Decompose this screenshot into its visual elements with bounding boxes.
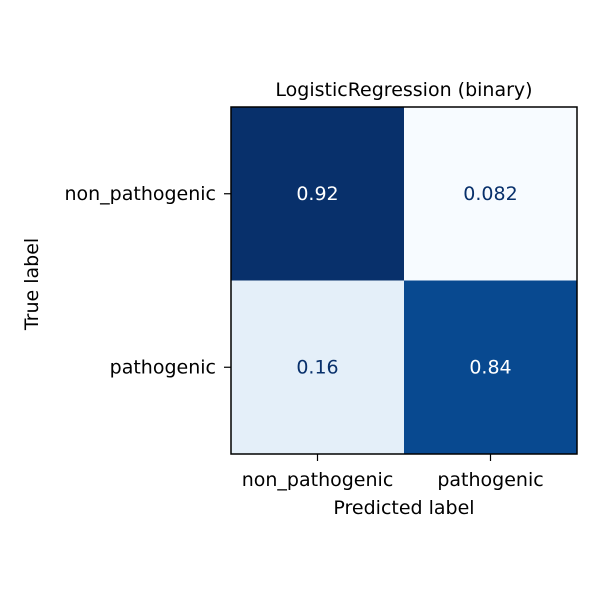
- matrix-cells: [231, 107, 578, 455]
- y-axis-ticks: non_pathogenic pathogenic: [64, 183, 231, 378]
- y-tick-label: non_pathogenic: [64, 183, 216, 205]
- matrix-cell: [404, 107, 578, 281]
- matrix-cell: [231, 107, 405, 281]
- y-tick-label: pathogenic: [110, 356, 216, 378]
- plot-frame: [230, 106, 578, 455]
- matrix-cell-value: 0.16: [296, 356, 338, 378]
- matrix-cell-value: 0.84: [469, 356, 511, 378]
- matrix-cell: [404, 280, 578, 455]
- x-axis-label: Predicted label: [333, 497, 474, 519]
- matrix-cell-value: 0.92: [296, 183, 338, 205]
- y-axis-label: True label: [21, 238, 43, 331]
- x-tick-label: pathogenic: [437, 469, 543, 491]
- matrix-cell-labels: 0.92 0.082 0.16 0.84: [296, 183, 517, 379]
- x-axis-ticks: non_pathogenic pathogenic: [242, 454, 544, 491]
- matrix-cell-value: 0.082: [463, 183, 517, 205]
- matrix-cell: [231, 280, 405, 455]
- x-tick-label: non_pathogenic: [242, 469, 394, 491]
- chart-title: LogisticRegression (binary): [275, 79, 532, 101]
